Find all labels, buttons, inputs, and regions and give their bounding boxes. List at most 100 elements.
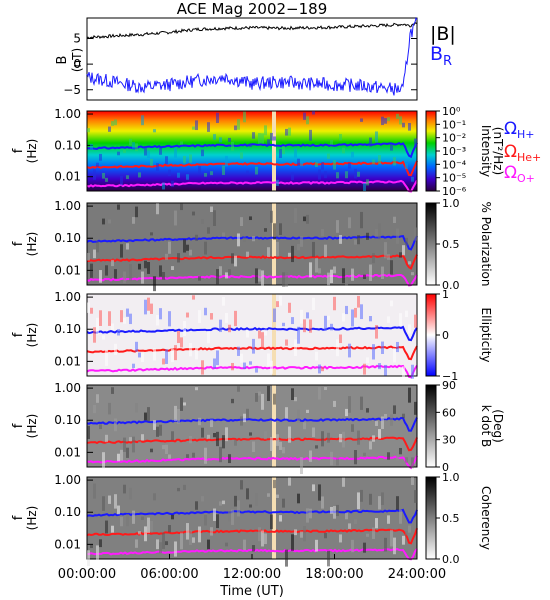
texture-cell	[117, 505, 120, 515]
texture-cell	[96, 317, 99, 335]
texture-cell	[384, 242, 387, 259]
texture-cell	[366, 408, 369, 413]
texture-cell	[132, 436, 135, 453]
texture-cell	[285, 128, 288, 136]
texture-cell	[171, 514, 174, 520]
texture-cell	[186, 454, 189, 458]
y-axis-label: f	[11, 515, 26, 520]
texture-cell	[282, 272, 285, 287]
x-axis: 00:00:00 06:00:00 12:00:00 18:00:00 24:00:00	[58, 554, 446, 582]
texture-cell	[414, 138, 417, 148]
texture-cell	[372, 252, 375, 264]
texture-cell	[159, 146, 162, 155]
texture-cell	[246, 170, 249, 174]
legend-b-r-sub: R	[443, 54, 452, 69]
texture-cell	[372, 159, 375, 164]
texture-cell	[366, 357, 369, 364]
texture-cell	[180, 532, 183, 550]
texture-cell	[366, 533, 369, 537]
texture-cell	[210, 171, 213, 176]
texture-cell	[273, 223, 276, 240]
texture-cell	[279, 223, 282, 236]
texture-cell	[336, 220, 339, 233]
texture-cell	[294, 397, 297, 402]
texture-cell	[219, 501, 222, 506]
gyro-line-h-plus	[86, 325, 418, 342]
texture-cell	[258, 330, 261, 339]
texture-cell	[165, 253, 168, 260]
texture-cell	[330, 506, 333, 514]
data-gap	[272, 477, 276, 559]
texture-cell	[126, 243, 129, 250]
colorbar-tick-label: 10⁰	[442, 105, 461, 118]
colorbar-tick-label: 1.0	[442, 197, 460, 210]
texture-cell	[105, 520, 108, 534]
texture-cell	[129, 437, 132, 442]
texture-cell	[171, 348, 174, 363]
texture-cell	[183, 239, 186, 253]
texture-cell	[396, 341, 399, 353]
texture-cell	[234, 495, 237, 507]
texture-cell	[99, 539, 102, 548]
texture-cell	[273, 479, 276, 489]
texture-cell	[168, 525, 171, 533]
texture-cell	[195, 234, 198, 241]
texture-cell	[315, 162, 318, 168]
texture-cell	[225, 155, 228, 167]
texture-cell	[105, 434, 108, 443]
texture-cell	[291, 388, 294, 401]
texture-cell	[378, 363, 381, 370]
texture-cell	[93, 249, 96, 259]
texture-cell	[141, 516, 144, 520]
texture-cell	[357, 492, 360, 510]
texture-cell	[369, 137, 372, 147]
texture-cell	[258, 133, 261, 144]
texture-cell	[357, 235, 360, 245]
texture-cell	[93, 483, 96, 499]
texture-cell	[246, 408, 249, 418]
texture-cell	[162, 182, 165, 190]
texture-cell	[189, 436, 192, 444]
texture-cell	[291, 245, 294, 263]
texture-cell	[306, 409, 309, 413]
texture-cell	[183, 320, 186, 337]
texture-cell	[345, 276, 348, 286]
texture-cell	[390, 144, 393, 151]
texture-cell	[393, 537, 396, 555]
texture-cell	[201, 427, 204, 438]
texture-cell	[378, 429, 381, 439]
texture-cell	[210, 313, 213, 320]
texture-cell	[282, 447, 285, 454]
texture-cell	[282, 146, 285, 155]
texture-cell	[255, 268, 258, 284]
texture-cell	[249, 216, 252, 221]
colorbar-label: Ellipticity	[479, 308, 493, 363]
texture-cell	[306, 214, 309, 224]
x-tick-label: 06:00:00	[140, 567, 198, 582]
texture-cell	[387, 254, 390, 260]
texture-cell	[213, 358, 216, 369]
texture-cell	[234, 125, 237, 131]
texture-cell	[306, 508, 309, 523]
texture-cell	[408, 387, 411, 403]
texture-cell	[180, 397, 183, 411]
texture-cell	[144, 260, 147, 269]
panel-polarization: 1.00 0.10 0.01 f (Hz) 1.0 0.5 0.0 % Polariza…	[11, 197, 493, 292]
texture-cell	[102, 496, 105, 511]
colorbar-tick-label: 0	[442, 461, 449, 474]
texture-cell	[126, 447, 129, 458]
texture-cell	[153, 129, 156, 133]
texture-cell	[297, 409, 300, 424]
texture-cell	[381, 492, 384, 505]
gyro-line-h-plus	[86, 508, 418, 524]
texture-cell	[129, 138, 132, 146]
texture-cell	[237, 500, 240, 517]
texture-cell	[120, 310, 123, 323]
texture-cell	[174, 405, 177, 421]
texture-cell	[267, 493, 270, 497]
texture-cell	[225, 312, 228, 323]
texture-cell	[228, 454, 231, 464]
texture-cell	[186, 244, 189, 251]
y-tick-label: 0.01	[54, 537, 81, 551]
